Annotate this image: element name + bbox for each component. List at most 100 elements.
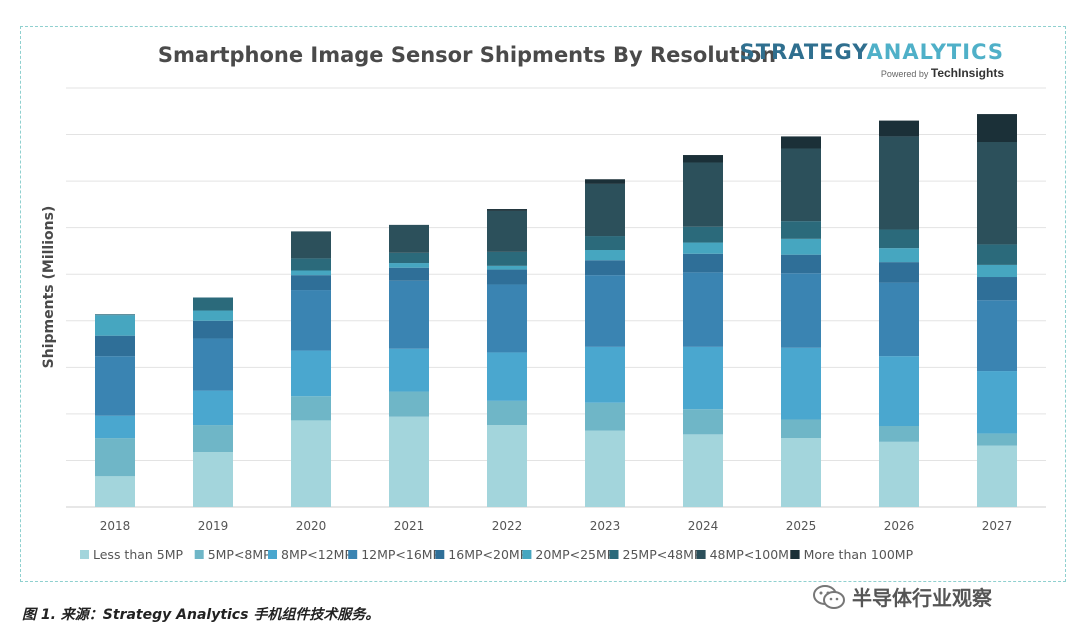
legend-swatch xyxy=(80,550,89,559)
bar-segment xyxy=(95,438,135,477)
legend-swatch xyxy=(696,550,706,559)
x-tick-label: 2025 xyxy=(786,519,817,533)
legend-swatch xyxy=(194,550,204,559)
bar-segment xyxy=(389,224,429,253)
bar-segment xyxy=(193,297,233,311)
chart-frame xyxy=(20,26,1066,582)
bar-segment xyxy=(879,282,919,357)
logo-brand-part1: STRATEGY xyxy=(739,40,867,64)
legend-label: 48MP<100MP xyxy=(710,547,797,562)
bar-segment xyxy=(193,452,233,507)
bar-segment xyxy=(487,251,527,266)
bar-segment xyxy=(291,270,331,276)
bar-segment xyxy=(879,120,919,137)
bar-segment xyxy=(683,346,723,410)
x-tick-label: 2018 xyxy=(100,519,131,533)
legend-label: 25MP<48MP xyxy=(623,547,702,562)
bar-segment xyxy=(487,210,527,252)
bar-segment xyxy=(781,148,821,222)
bar-segment xyxy=(193,310,233,321)
legend-swatch xyxy=(790,550,800,559)
strategy-analytics-logo: STRATEGYANALYTICS Powered by TechInsight… xyxy=(740,40,1004,80)
legend-swatch xyxy=(522,550,532,559)
bar-segment xyxy=(781,136,821,149)
bar-segment xyxy=(585,275,625,347)
bar-segment xyxy=(683,434,723,507)
stacked-bar-chart: Smartphone Image Sensor Shipments By Res… xyxy=(41,43,1046,562)
bar-segment xyxy=(585,260,625,276)
bar-segment xyxy=(389,391,429,417)
bar-segment xyxy=(683,226,723,243)
bar-segment xyxy=(683,272,723,347)
bar-segment xyxy=(781,221,821,239)
logo-brand: STRATEGYANALYTICS xyxy=(740,40,1004,64)
bar-segment xyxy=(585,430,625,507)
bar-segment xyxy=(977,264,1017,278)
bar-segment xyxy=(781,254,821,274)
bar-segment xyxy=(291,420,331,507)
bar-segment xyxy=(977,300,1017,372)
bar-segment xyxy=(291,258,331,271)
bar-segment xyxy=(389,263,429,268)
legend-swatch xyxy=(348,550,358,559)
watermark: 半导体行业观察 xyxy=(812,582,992,611)
bar-segment xyxy=(683,162,723,227)
x-tick-label: 2024 xyxy=(688,519,719,533)
legend-label: 5MP<8MP xyxy=(208,547,271,562)
bar-segment xyxy=(389,348,429,392)
bar-segment xyxy=(781,438,821,507)
legend-label: More than 100MP xyxy=(804,547,914,562)
logo-powered-prefix: Powered by xyxy=(880,69,929,79)
bar-segment xyxy=(879,262,919,283)
bar-segment xyxy=(95,356,135,416)
bar-segment xyxy=(585,183,625,237)
legend-label: 16MP<20MP xyxy=(448,547,527,562)
bar-segment xyxy=(977,244,1017,265)
bar-segment xyxy=(95,315,135,336)
bar-segment xyxy=(683,409,723,435)
bar-segment xyxy=(879,136,919,230)
bar-segment xyxy=(389,267,429,281)
bar-segment xyxy=(487,352,527,401)
bar-segment xyxy=(193,320,233,339)
bar-segment xyxy=(683,253,723,273)
legend-swatch xyxy=(268,550,277,559)
watermark-text: 半导体行业观察 xyxy=(852,586,992,610)
bar-segment xyxy=(487,209,527,211)
legend-label: Less than 5MP xyxy=(93,547,184,562)
bar-segment xyxy=(879,248,919,263)
bar-segment xyxy=(585,346,625,403)
bar-segment xyxy=(977,433,1017,446)
bar-segment xyxy=(781,273,821,348)
x-tick-label: 2019 xyxy=(198,519,229,533)
bar-segment xyxy=(95,415,135,439)
bar-segment xyxy=(879,356,919,426)
bar-segment xyxy=(291,350,331,397)
bar-segment xyxy=(389,280,429,349)
bar-segment xyxy=(585,402,625,431)
bar-segment xyxy=(879,441,919,507)
legend-swatch xyxy=(609,550,619,559)
bar-segment xyxy=(977,142,1017,245)
x-tick-label: 2027 xyxy=(982,519,1013,533)
bar-segment xyxy=(585,179,625,184)
bar-segment xyxy=(291,275,331,291)
bar-segment xyxy=(977,445,1017,507)
x-tick-label: 2023 xyxy=(590,519,621,533)
bar-segment xyxy=(977,371,1017,434)
x-tick-label: 2022 xyxy=(492,519,523,533)
bar-segment xyxy=(683,242,723,254)
bar-segment xyxy=(781,238,821,255)
bar-segment xyxy=(487,425,527,507)
x-tick-label: 2026 xyxy=(884,519,915,533)
figure-caption: 图 1. 来源：Strategy Analytics 手机组件技术服务。 xyxy=(22,607,380,623)
bar-segment xyxy=(193,390,233,426)
bar-segment xyxy=(291,396,331,421)
x-tick-label: 2021 xyxy=(394,519,425,533)
bar-segment xyxy=(683,155,723,163)
bar-segment xyxy=(95,314,135,316)
legend-label: 8MP<12MP xyxy=(281,547,352,562)
bar-segment xyxy=(291,231,331,259)
y-axis-label: Shipments (Millions) xyxy=(41,206,57,369)
bar-segment xyxy=(977,277,1017,301)
